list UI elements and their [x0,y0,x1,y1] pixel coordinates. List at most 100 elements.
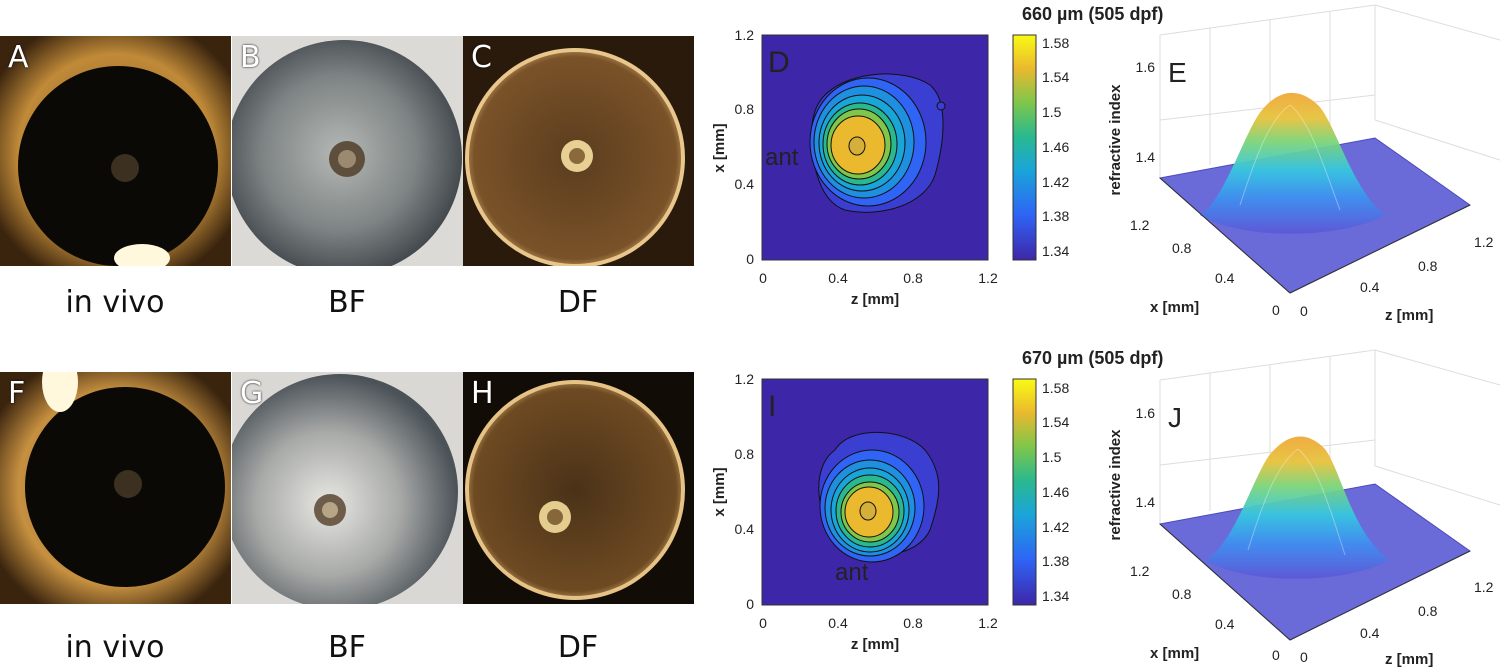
z-tick-label: 0.8 [1418,603,1438,619]
colorbar-ticks: 1.58 1.54 1.5 1.46 1.42 1.38 1.34 [1042,35,1069,259]
panel-label: H [471,376,494,411]
y-tick-label: 0 [746,596,754,612]
z-ticks: 1.6 1.4 [1136,59,1156,165]
colorbar-tick: 1.58 [1042,380,1069,396]
caption-df: DF [557,285,599,320]
z-tick-label: 1.2 [1474,579,1494,595]
x-tick-label: 1.2 [978,270,998,286]
x-tick-label: 1.2 [1130,563,1150,579]
lens-photo-g [232,372,463,604]
panel-label-e: E [1168,57,1187,88]
caption-in-vivo: in vivo [65,285,165,320]
x-ticks: 1.2 0.8 0.4 0 [1130,563,1280,663]
y-axis-label: x [mm] [711,467,728,516]
colorbar-tick: 1.34 [1042,243,1069,259]
z-axis-name: z [mm] [1385,651,1433,668]
panel-label-i: I [768,390,776,423]
x-axis-label: x [mm] [1150,645,1199,662]
y-tick-label: 0.4 [735,176,755,192]
colorbar-tick: 1.5 [1042,104,1062,120]
lens-photo-c [463,36,694,266]
colorbar-tick: 1.42 [1042,519,1069,535]
panel-label: C [471,40,492,75]
caption-in-vivo: in vivo [65,630,165,665]
panel-label-d: D [768,46,790,79]
photo-bf-row2: G [232,372,463,604]
map-title: 660 µm (505 dpf) [1022,4,1163,24]
lens-photo-b [232,36,463,266]
y-tick-label: 0.8 [735,446,755,462]
y-tick-label: 0.8 [735,101,755,117]
z-ticks: 1.6 1.4 [1136,405,1156,510]
y-tick-label: 0.4 [735,521,755,537]
x-tick-labels: 0 0.4 0.8 1.2 [759,270,998,286]
photo-in-vivo-row2: F [0,372,231,604]
surface-plot-e: E refractive index 1.6 1.4 1.2 0.8 0.4 0… [1107,4,1500,324]
z-tick-label: 0.4 [1360,279,1380,295]
y-tick-label: 0 [746,251,754,267]
x-tick-labels: 0 0.4 0.8 1.2 [759,615,998,631]
colorbar-tick: 1.38 [1042,553,1069,569]
x-axis-label: z [mm] [851,636,899,653]
z-axis-label: refractive index [1107,84,1124,196]
z-axis-ticks: 0 0.4 0.8 1.2 [1300,579,1494,665]
eye-photo-a [0,36,231,266]
colorbar-tick: 1.54 [1042,414,1069,430]
colorbar-tick: 1.5 [1042,449,1062,465]
colorbar-tick: 1.34 [1042,588,1069,604]
y-tick-label: 1.2 [735,371,755,387]
x-tick-label: 0.8 [1172,240,1192,256]
contour-levels [818,431,940,563]
panel-label: A [8,40,29,75]
photo-in-vivo-row1: A [0,36,231,266]
colorbar [1012,34,1037,261]
x-tick-label: 0.4 [1215,270,1235,286]
z-tick-label: 0.4 [1360,625,1380,641]
caption-df: DF [557,630,599,665]
y-tick-labels: 0 0.4 0.8 1.2 [735,371,755,612]
x-ticks: 1.2 0.8 0.4 0 [1130,217,1280,318]
lens-photo-h [463,372,694,604]
colorbar-tick: 1.42 [1042,174,1069,190]
x-tick-label: 0.8 [1172,586,1192,602]
axis-box [1159,349,1500,524]
z-axis-label: refractive index [1107,429,1124,541]
panel-label-j: J [1168,402,1182,433]
surface-peak [1205,436,1390,579]
y-axis-label: x [mm] [711,123,728,172]
z-tick-label: 1.6 [1136,59,1156,75]
x-tick-label: 0 [759,615,767,631]
x-tick-label: 0.4 [828,615,848,631]
contour-levels [809,73,946,213]
surface-peak [1200,92,1385,234]
z-tick-label: 1.4 [1136,494,1156,510]
colorbar-tick: 1.46 [1042,484,1069,500]
z-tick-label: 1.4 [1136,149,1156,165]
map-annotation: ant [835,559,869,586]
panel-label: F [8,376,26,411]
z-tick-label: 1.2 [1474,234,1494,250]
z-tick-label: 1.6 [1136,405,1156,421]
colorbar-tick: 1.46 [1042,139,1069,155]
map-annotation: ant [765,144,799,171]
panel-label: G [240,376,264,411]
z-tick-label: 0.8 [1418,258,1438,274]
colorbar-tick: 1.54 [1042,69,1069,85]
contour-map-i: I ant 0 0.4 0.8 1.2 0 0.4 0.8 1.2 z [mm]… [711,348,1163,653]
x-tick-label: 1.2 [978,615,998,631]
map-title: 670 µm (505 dpf) [1022,348,1163,368]
x-axis-label: z [mm] [851,291,899,308]
colorbar-tick: 1.58 [1042,35,1069,51]
photo-bf-row1: B [232,36,463,266]
colorbar-tick: 1.38 [1042,208,1069,224]
x-tick-label: 0.8 [903,270,923,286]
photo-df-row1: C [463,36,694,266]
y-tick-label: 1.2 [735,27,755,43]
eye-photo-f [0,372,231,604]
caption-bf: BF [328,630,366,665]
z-axis-name: z [mm] [1385,307,1433,324]
colorbar-ticks: 1.58 1.54 1.5 1.46 1.42 1.38 1.34 [1042,380,1069,604]
surface-plot-j: J refractive index 1.6 1.4 1.2 0.8 0.4 0… [1107,349,1500,668]
x-tick-label: 0 [1272,302,1280,318]
